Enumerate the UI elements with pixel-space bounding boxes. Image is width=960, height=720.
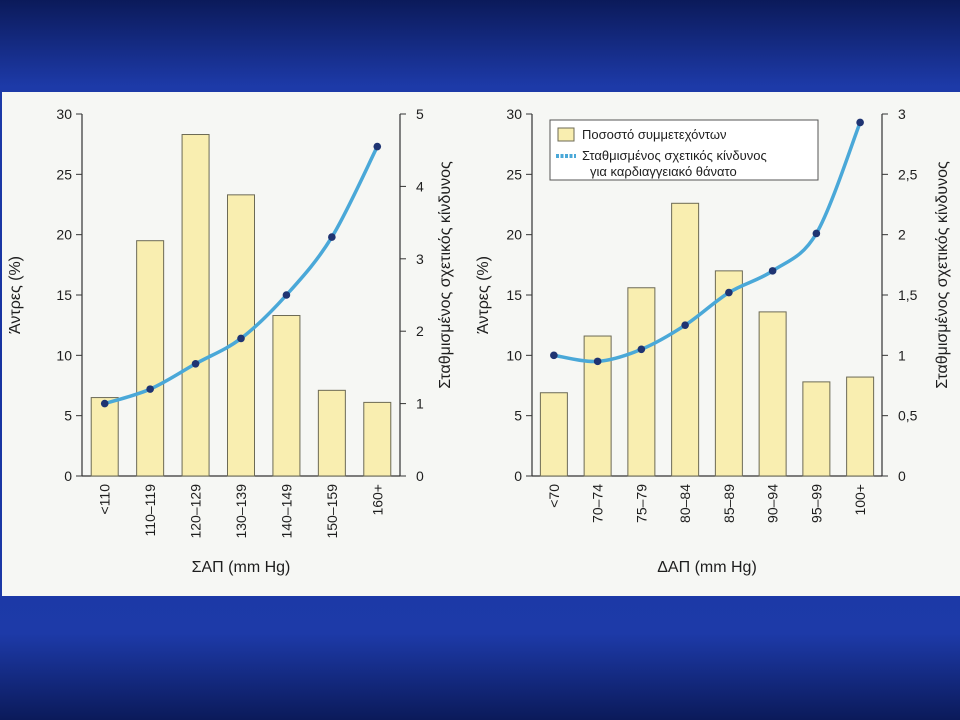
y-tick-label-left: 25 [506,166,522,182]
risk-point-90–94 [768,267,777,275]
y-tick-label-right: 3 [898,106,906,122]
y-tick-label-left: 20 [506,227,522,243]
risk-point-<110 [100,399,109,408]
y-tick-label-right: 2 [416,323,424,339]
y-tick-label-left: 5 [64,408,72,424]
risk-point-100+ [856,118,864,127]
legend-box [549,119,819,181]
y-tick-label-left: 10 [56,347,72,363]
x-tick-label: 120–129 [188,484,204,539]
bar-<110 [90,397,119,477]
y-tick-label-left: 0 [514,468,522,484]
x-tick-label: 70–74 [590,484,606,523]
x-tick-label: 95–99 [808,484,824,523]
y-axis-title-right: Σταθμισμένος σχετικός κίνδυνος [934,161,951,389]
y-tick-label-right: 1 [416,396,424,412]
x-tick-label: 75–79 [633,484,649,523]
bar-<70 [539,392,568,477]
x-axis-title: ΣΑΠ (mm Hg) [192,559,291,576]
bar-140–149 [272,315,301,477]
y-axis-title-right: Σταθμισμένος σχετικός κίνδυνος [437,161,454,389]
x-tick-label: <70 [546,484,562,508]
legend-bar-swatch [557,127,575,142]
bar-90–94 [758,311,787,477]
risk-point-140–149 [282,291,291,299]
y-tick-label-left: 10 [506,347,522,363]
y-tick-label-right: 1 [898,347,906,363]
y-tick-label-left: 25 [56,166,72,182]
legend-label-line: Σταθμισμένος σχετικός κίνδυνος [582,148,767,163]
y-tick-label-right: 3 [416,251,424,267]
bar-70–74 [583,335,612,477]
bar-95–99 [802,381,831,477]
bar-160+ [363,401,392,477]
y-tick-label-left: 30 [506,106,522,122]
x-tick-label: 80–84 [677,484,693,523]
y-tick-label-left: 20 [56,227,72,243]
risk-point-70–74 [593,357,602,366]
y-tick-label-right: 2 [898,227,906,243]
bar-110–119 [136,240,165,477]
x-tick-label: 150–159 [324,484,340,539]
bar-120–129 [181,134,210,477]
risk-point-160+ [373,142,382,151]
y-tick-label-right: 0 [416,468,424,484]
bar-75–79 [627,287,656,477]
risk-point-<70 [550,351,558,360]
chart-panel: 0 5 10 15 20 25 30 0 1 2 3 4 5 <110 110–119 120–129 130–… [2,92,960,596]
x-tick-label: 85–89 [721,484,737,523]
y-tick-label-right: 2,5 [898,166,918,182]
y-tick-label-right: 1,5 [898,287,918,303]
bar-100+ [846,376,875,477]
bar-85–89 [714,270,743,477]
x-tick-label: 140–149 [278,484,294,539]
risk-point-110–119 [146,385,154,393]
y-tick-label-left: 30 [56,106,72,122]
y-tick-label-left: 15 [56,287,72,303]
x-tick-label: 90–94 [765,484,781,523]
y-axis-title-left: Άντρες (%) [475,256,492,334]
bar-150–159 [317,389,346,477]
y-tick-label-left: 15 [506,287,522,303]
y-tick-label-right: 4 [416,178,424,194]
legend-label-bars: Ποσοστό συμμετεχόντων [582,127,727,142]
risk-point-75–79 [637,345,646,354]
y-tick-label-left: 0 [64,468,72,484]
x-tick-label: 130–139 [233,484,249,539]
y-tick-label-right: 0 [898,468,906,484]
y-tick-label-right: 5 [416,106,424,122]
risk-point-80–84 [681,321,689,329]
x-axis-title: ΔΑΠ (mm Hg) [657,559,757,576]
bar-80–84 [671,202,700,477]
y-tick-label-right: 0,5 [898,408,918,424]
x-tick-label: <110 [97,484,113,515]
y-tick-label-left: 5 [514,408,522,424]
risk-point-130–139 [237,334,245,343]
x-tick-label: 160+ [369,484,385,516]
risk-point-120–129 [191,359,200,368]
x-tick-label: 100+ [852,484,868,516]
risk-point-85–89 [725,288,733,297]
y-axis-title-left: Άντρες (%) [7,256,24,334]
risk-point-95–99 [812,229,821,238]
x-tick-label: 110–119 [142,484,158,537]
risk-point-150–159 [328,233,336,241]
legend-label-line-cont: για καρδιαγγειακό θάνατο [590,164,737,179]
